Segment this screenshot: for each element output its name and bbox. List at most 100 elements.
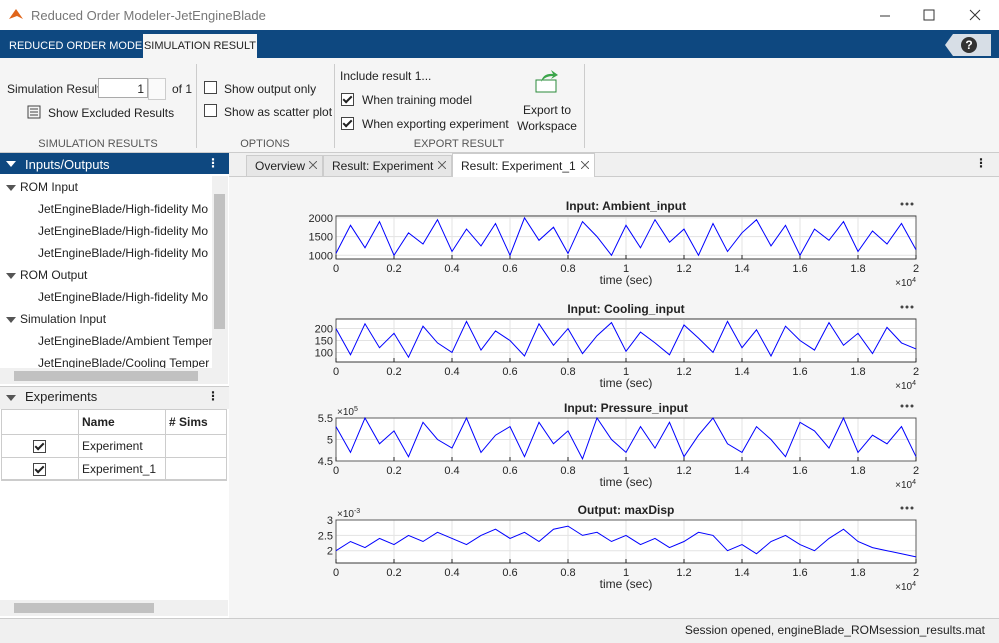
expand-icon[interactable] bbox=[6, 183, 16, 193]
tree-leaf[interactable]: JetEngineBlade/High-fidelity Mo bbox=[38, 290, 208, 304]
x-tick-label: 0.4 bbox=[444, 263, 459, 275]
x-tick-label: 1.2 bbox=[676, 263, 691, 275]
multiplier-exponent: 4 bbox=[912, 380, 916, 387]
checkbox[interactable] bbox=[341, 117, 354, 130]
x-tick-label: 1.6 bbox=[792, 366, 807, 378]
panel-menu[interactable]: ⋮ bbox=[207, 156, 219, 170]
cell: Experiment_1 bbox=[82, 462, 156, 476]
tree-leaf[interactable]: JetEngineBlade/High-fidelity Mo bbox=[38, 224, 208, 238]
export-button-line: Export to bbox=[523, 103, 571, 117]
v-scrollbar[interactable] bbox=[212, 176, 228, 368]
x-axis-label: time (sec) bbox=[600, 376, 653, 390]
row-divider bbox=[1, 480, 227, 481]
menu-dot bbox=[911, 306, 914, 309]
close-icon[interactable] bbox=[438, 161, 446, 169]
window-controls bbox=[870, 0, 999, 30]
checkbox-label[interactable]: When training model bbox=[362, 93, 472, 107]
tree: ROM Input JetEngineBlade/High-fidelity Mo… bbox=[0, 176, 212, 368]
close-icon[interactable] bbox=[581, 161, 589, 169]
y-tick-label: 5.5 bbox=[318, 413, 333, 425]
export-icon[interactable] bbox=[533, 68, 561, 94]
separator bbox=[584, 64, 585, 148]
column-header[interactable]: # Sims bbox=[169, 415, 208, 429]
x-tick-label: 0.4 bbox=[444, 465, 459, 477]
ribbon-tab-active[interactable]: SIMULATION RESULT bbox=[143, 34, 257, 58]
collapse-icon[interactable] bbox=[6, 393, 16, 403]
panel-menu[interactable]: ⋮ bbox=[207, 389, 219, 403]
of-label: of 1 bbox=[172, 82, 192, 96]
x-tick-label: 2 bbox=[913, 465, 919, 477]
doc-tab-label: Overview bbox=[255, 159, 305, 173]
expand-icon[interactable] bbox=[6, 315, 16, 325]
checkbox-label[interactable]: Show output only bbox=[224, 82, 316, 96]
x-tick-label: 0.8 bbox=[560, 567, 575, 579]
tree-leaf[interactable]: JetEngineBlade/Cooling Temper bbox=[38, 356, 209, 368]
tree-leaf[interactable]: JetEngineBlade/High-fidelity Mo bbox=[38, 246, 208, 260]
x-tick-label: 0.2 bbox=[386, 263, 401, 275]
expand-icon[interactable] bbox=[6, 271, 16, 281]
column-header[interactable]: Name bbox=[82, 415, 115, 429]
y-tick-label: 200 bbox=[315, 324, 333, 336]
checkbox[interactable] bbox=[204, 104, 217, 117]
doc-tab[interactable]: Result: Experiment_1 bbox=[452, 153, 595, 177]
spinner-arrows[interactable] bbox=[148, 78, 166, 100]
checkbox-label[interactable]: When exporting experiment bbox=[362, 117, 509, 131]
chart-title: Input: Ambient_input bbox=[566, 199, 686, 213]
x-tick-label: 1.4 bbox=[734, 567, 749, 579]
menu-dot bbox=[911, 405, 914, 408]
row-checkbox[interactable] bbox=[33, 463, 46, 476]
panel-title: Inputs/Outputs bbox=[25, 157, 110, 172]
close[interactable] bbox=[970, 10, 980, 20]
maximize[interactable] bbox=[924, 10, 934, 20]
x-tick-label: 1.6 bbox=[792, 263, 807, 275]
x-tick-label: 1.2 bbox=[676, 567, 691, 579]
doc-menu[interactable]: ⋮ bbox=[975, 156, 987, 170]
h-scrollbar[interactable] bbox=[0, 600, 228, 616]
x-tick-label: 1.4 bbox=[734, 465, 749, 477]
ribbon-tab[interactable]: REDUCED ORDER MODEL bbox=[9, 40, 148, 52]
close-icon[interactable] bbox=[309, 161, 317, 169]
checkbox-label[interactable]: Show as scatter plot bbox=[224, 105, 332, 119]
h-scrollbar[interactable] bbox=[0, 368, 228, 384]
menu-dot bbox=[901, 405, 904, 408]
y-tick-label: 3 bbox=[327, 515, 333, 527]
tree-node[interactable]: Simulation Input bbox=[20, 312, 106, 326]
x-tick-label: 0.8 bbox=[560, 465, 575, 477]
menu-dot bbox=[906, 507, 909, 510]
experiments-table: Name# SimsExperimentExperiment_1 bbox=[1, 409, 228, 599]
tree-node[interactable]: ROM Output bbox=[20, 268, 87, 282]
checkbox[interactable] bbox=[341, 93, 354, 106]
row-checkbox[interactable] bbox=[33, 440, 46, 453]
collapse-icon[interactable] bbox=[6, 159, 16, 169]
x-tick-label: 1.8 bbox=[850, 263, 865, 275]
x-tick-label: 0.2 bbox=[386, 366, 401, 378]
section-label: SIMULATION RESULTS bbox=[0, 138, 196, 150]
sim-result-spinner[interactable]: 1 bbox=[98, 78, 148, 98]
show-excluded-button[interactable]: Show Excluded Results bbox=[48, 106, 174, 120]
y-tick-label: 2 bbox=[327, 546, 333, 558]
y-tick-label: 5 bbox=[327, 435, 333, 447]
section-label: EXPORT RESULT bbox=[334, 138, 584, 150]
x-tick-label: 1.4 bbox=[734, 263, 749, 275]
row-divider bbox=[1, 434, 227, 435]
status-text: Session opened, engineBlade_ROMsession_r… bbox=[685, 623, 985, 637]
separator bbox=[196, 64, 197, 148]
doc-tab[interactable]: Overview bbox=[246, 155, 323, 176]
x-tick-label: 1.6 bbox=[792, 465, 807, 477]
menu-dot bbox=[901, 203, 904, 206]
tree-leaf[interactable]: JetEngineBlade/High-fidelity Mo bbox=[38, 202, 208, 216]
doc-tab[interactable]: Result: Experiment bbox=[323, 155, 452, 176]
export-button[interactable]: Export to Workspace bbox=[515, 102, 579, 134]
tree-node[interactable]: ROM Input bbox=[20, 180, 78, 194]
help-button[interactable]: ? bbox=[945, 34, 991, 56]
x-tick-label: 0 bbox=[333, 567, 339, 579]
export-button-line: Workspace bbox=[517, 119, 577, 133]
x-tick-label: 1.8 bbox=[850, 465, 865, 477]
list-icon bbox=[27, 105, 41, 119]
doc-tab-label: Result: Experiment_1 bbox=[461, 159, 576, 173]
menu-dot bbox=[906, 203, 909, 206]
chart-title: Output: maxDisp bbox=[578, 503, 675, 517]
checkbox[interactable] bbox=[204, 81, 217, 94]
tree-leaf[interactable]: JetEngineBlade/Ambient Temper bbox=[38, 334, 212, 348]
